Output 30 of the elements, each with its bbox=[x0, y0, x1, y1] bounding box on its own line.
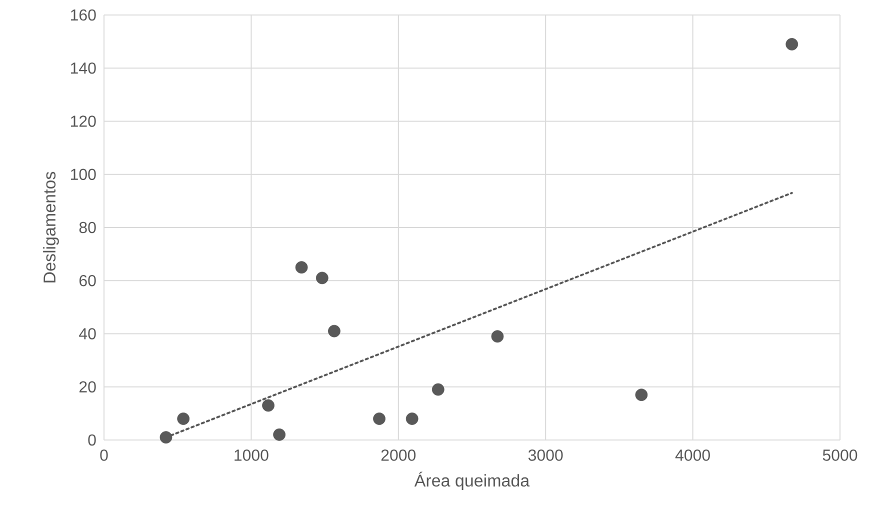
y-tick-label: 0 bbox=[88, 434, 96, 446]
x-tick-label: 2000 bbox=[381, 450, 416, 461]
y-tick-label: 160 bbox=[71, 9, 96, 21]
point bbox=[635, 388, 648, 402]
point bbox=[373, 412, 386, 425]
point bbox=[262, 399, 274, 412]
point bbox=[177, 412, 190, 425]
x-tick-label: 0 bbox=[100, 450, 108, 461]
y-tick-label: 140 bbox=[71, 62, 96, 74]
point bbox=[406, 412, 418, 425]
y-tick-label: 20 bbox=[79, 381, 96, 393]
y-tick-label: 40 bbox=[79, 328, 96, 340]
point bbox=[316, 272, 328, 284]
point bbox=[786, 38, 798, 50]
x-tick-label: 1000 bbox=[234, 450, 268, 461]
point bbox=[273, 428, 286, 441]
x-axis-title: Área queimada bbox=[414, 472, 530, 490]
x-tick-label: 5000 bbox=[822, 450, 858, 461]
point bbox=[328, 324, 340, 338]
point bbox=[432, 383, 444, 396]
y-tick-label: 80 bbox=[79, 222, 96, 234]
x-tick-label: 3000 bbox=[528, 450, 563, 461]
y-tick-label: 60 bbox=[79, 274, 96, 286]
x-tick-label: 4000 bbox=[675, 450, 710, 461]
y-tick-label: 120 bbox=[71, 116, 96, 127]
point bbox=[491, 330, 504, 343]
y-axis-title: Desligamentos bbox=[43, 172, 59, 282]
point bbox=[295, 261, 308, 274]
y-tick-label: 100 bbox=[71, 168, 96, 180]
point bbox=[160, 431, 172, 444]
